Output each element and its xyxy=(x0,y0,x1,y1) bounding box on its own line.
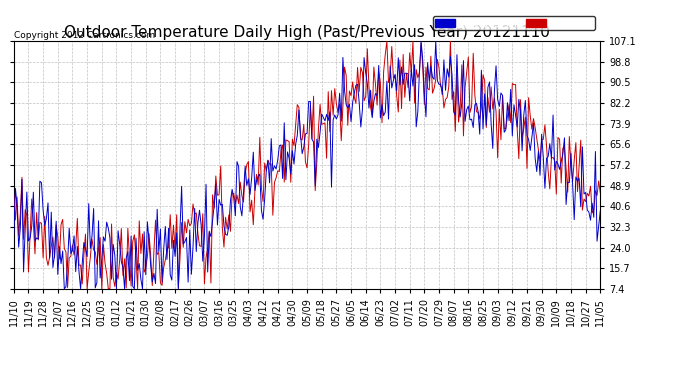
Legend: Previous  (°F), Past  (°F): Previous (°F), Past (°F) xyxy=(433,16,595,30)
Text: Copyright 2012 Cartronics.com: Copyright 2012 Cartronics.com xyxy=(14,32,155,40)
Title: Outdoor Temperature Daily High (Past/Previous Year) 20121110: Outdoor Temperature Daily High (Past/Pre… xyxy=(64,25,550,40)
